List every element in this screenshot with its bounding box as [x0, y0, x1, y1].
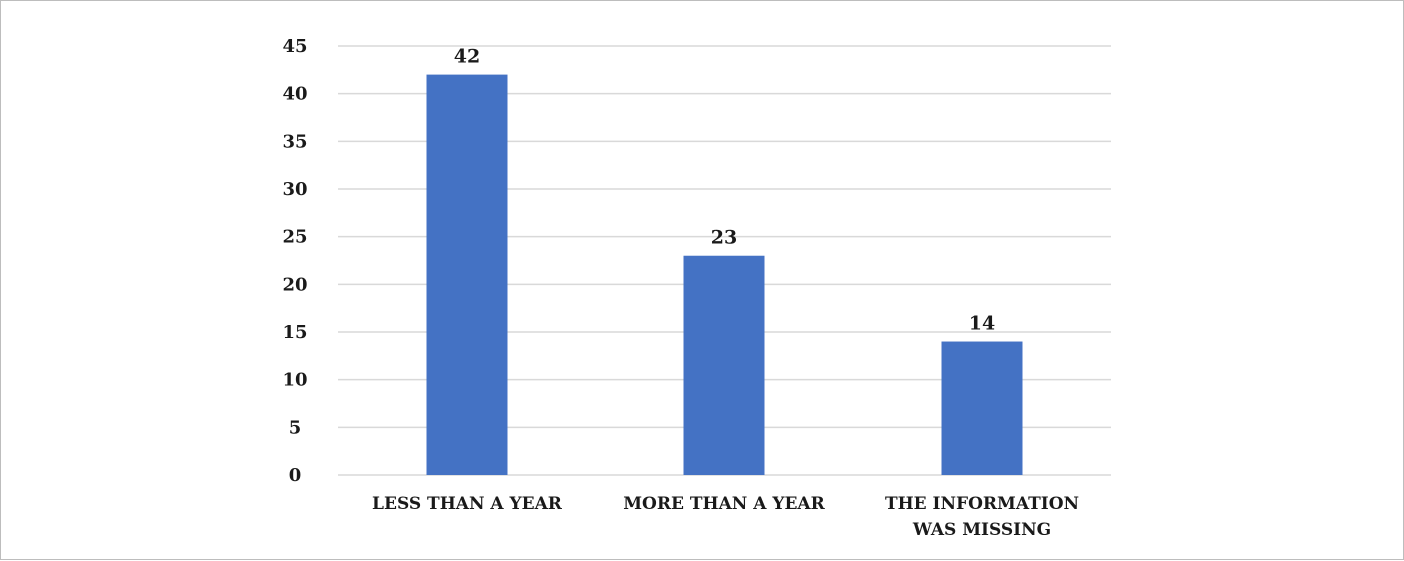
- bar: [941, 341, 1023, 475]
- y-tick-label: 40: [282, 84, 307, 105]
- x-category-label: WAS MISSING: [912, 520, 1051, 540]
- x-category-label: MORE THAN A YEAR: [623, 494, 825, 514]
- bars: [426, 74, 1023, 475]
- y-tick-label: 5: [289, 417, 302, 438]
- y-tick-label: 35: [282, 131, 307, 152]
- data-label: 23: [711, 227, 737, 249]
- y-tick-label: 10: [282, 370, 307, 391]
- y-tick-label: 45: [282, 36, 307, 57]
- y-tick-label: 20: [282, 274, 307, 295]
- data-labels: 42 23 14: [454, 46, 995, 335]
- x-axis-categories: LESS THAN A YEAR MORE THAN A YEAR THE INFO…: [372, 494, 1079, 540]
- y-tick-label: 0: [289, 465, 302, 486]
- data-label: 14: [969, 313, 995, 335]
- y-axis-ticks: 0 5 10 15 20 25 30 35 40 45: [282, 36, 307, 486]
- y-tick-label: 30: [282, 179, 307, 200]
- bar: [426, 74, 508, 475]
- data-label: 42: [454, 46, 480, 68]
- y-tick-label: 25: [282, 227, 307, 248]
- bar: [683, 255, 765, 475]
- x-category-label: LESS THAN A YEAR: [372, 494, 563, 514]
- y-tick-label: 15: [282, 322, 307, 343]
- x-category-label: THE INFORMATION: [885, 494, 1079, 514]
